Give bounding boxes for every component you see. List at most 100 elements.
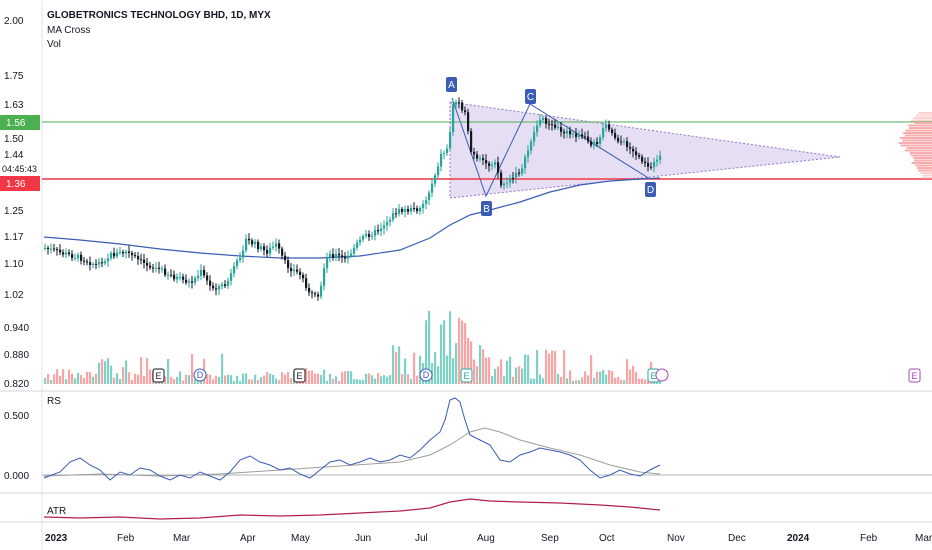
candle-body: [206, 275, 209, 281]
candle-body: [131, 253, 134, 256]
time-label: Mar: [915, 533, 932, 544]
volume-profile-bar: [904, 134, 932, 137]
candle-body: [650, 166, 653, 168]
volume-bar: [53, 374, 56, 384]
volume-bar: [101, 359, 104, 384]
candle-body: [488, 163, 491, 167]
event-marker-dividend[interactable]: D: [419, 368, 433, 382]
candle-body: [581, 134, 584, 137]
candle-body: [545, 118, 548, 124]
candle-body: [623, 141, 626, 143]
volume-bar: [578, 380, 581, 384]
volume-bar: [176, 377, 179, 384]
candle-body: [620, 141, 623, 143]
pattern-point-d[interactable]: D: [645, 182, 656, 197]
candle-body: [203, 269, 206, 276]
volume-bar: [449, 311, 452, 384]
candle-body: [539, 119, 542, 126]
indicator-volume[interactable]: Vol: [47, 39, 61, 50]
rs-moving-average: [43, 427, 661, 477]
volume-bar: [614, 377, 617, 384]
time-label: 2023: [45, 533, 68, 544]
candle-body: [59, 249, 62, 253]
volume-profile-bar: [903, 132, 932, 134]
volume-bar: [638, 378, 641, 384]
candle-body: [173, 274, 176, 280]
volume-bar: [113, 377, 116, 384]
volume-bar: [173, 379, 176, 384]
symbol-title[interactable]: GLOBETRONICS TECHNOLOGY BHD, 1D, MYX: [47, 10, 271, 21]
candle-body: [485, 160, 488, 164]
volume-bar: [527, 354, 530, 384]
atr-panel-title[interactable]: ATR: [47, 506, 66, 517]
candle-body: [458, 102, 461, 104]
volume-bar: [497, 366, 500, 384]
volume-bar: [419, 355, 422, 384]
candle-body: [383, 225, 386, 229]
volume-bar: [602, 370, 605, 384]
event-marker-earnings[interactable]: E: [460, 368, 473, 383]
candle-body: [401, 208, 404, 212]
candle-body: [74, 258, 77, 260]
volume-bars: [44, 310, 662, 384]
candle-body: [101, 262, 104, 264]
earnings-marker-badge: [293, 368, 306, 383]
volume-bar: [479, 345, 482, 384]
candle-body: [53, 248, 56, 250]
volume-bar: [308, 370, 311, 384]
event-marker-earnings[interactable]: E: [152, 368, 165, 383]
event-marker-dividend[interactable]: D: [193, 368, 207, 382]
volume-bar: [215, 375, 218, 384]
volume-bar: [365, 373, 368, 384]
indicator-ma-cross[interactable]: MA Cross: [47, 25, 90, 36]
candle-body: [296, 269, 299, 272]
volume-bar: [443, 320, 446, 384]
rs-panel-title[interactable]: RS: [47, 396, 61, 407]
candle-body: [212, 285, 215, 289]
candle-body: [443, 153, 446, 155]
candle-body: [455, 102, 458, 105]
volume-bar: [224, 375, 227, 384]
time-label: May: [291, 533, 310, 544]
event-marker-earnings[interactable]: E: [293, 368, 306, 383]
volume-bar: [425, 320, 428, 384]
volume-bar: [503, 376, 506, 384]
volume-bar: [284, 374, 287, 384]
candle-body: [368, 233, 371, 237]
volume-profile-bar: [918, 169, 932, 172]
volume-bar: [464, 323, 467, 384]
candle-body: [656, 159, 659, 162]
candle-body: [245, 238, 248, 251]
support-price-tag: [0, 176, 40, 191]
candle-body: [86, 261, 89, 263]
candle-body: [164, 268, 167, 275]
event-marker-earnings[interactable]: E: [647, 368, 669, 383]
candle-body: [146, 262, 149, 266]
pattern-point-a[interactable]: A: [446, 77, 457, 92]
volume-bar: [560, 376, 563, 384]
volume-profile-bar: [914, 159, 932, 162]
candle-body: [332, 253, 335, 258]
candle-body: [641, 156, 644, 162]
moving-average-line: [43, 177, 661, 259]
candle-body: [128, 251, 131, 254]
time-label: Feb: [860, 533, 878, 544]
volume-bar: [359, 379, 362, 384]
price-label: 0.820: [4, 379, 29, 390]
volume-bar: [332, 378, 335, 384]
time-axis[interactable]: 2023 Feb Mar Apr May Jun Jul Aug Sep Oct…: [45, 533, 932, 544]
pattern-point-b[interactable]: B: [481, 201, 492, 216]
volume-bar: [104, 361, 107, 384]
volume-bar: [605, 374, 608, 384]
candle-body: [92, 263, 95, 266]
pattern-point-c[interactable]: C: [525, 89, 536, 104]
volume-bar: [62, 369, 65, 384]
event-marker-earnings-future[interactable]: E: [908, 368, 921, 383]
candle-body: [221, 284, 224, 287]
volume-bar: [467, 337, 470, 384]
candle-body: [200, 269, 203, 276]
volume-bar: [209, 374, 212, 384]
candle-body: [269, 247, 272, 254]
volume-bar: [623, 380, 626, 384]
